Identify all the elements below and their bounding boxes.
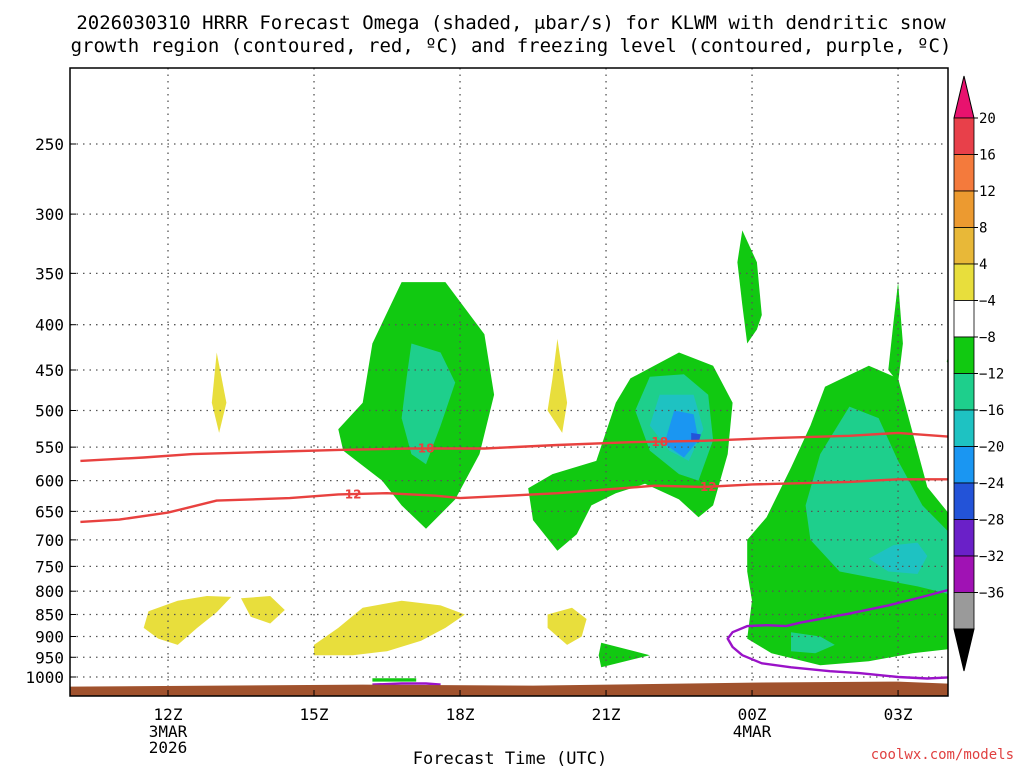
colorbar-band-1 xyxy=(953,117,975,155)
colorbar-label-8: −12 xyxy=(979,367,1004,383)
plot-content: −18 −12 −18 −12 xyxy=(70,68,948,696)
colorbar-label-5: 4 xyxy=(979,257,987,273)
colorbar-label-10: −20 xyxy=(979,440,1004,456)
yellow-omega-low-12z xyxy=(143,596,232,645)
y-tick-label-300: 300 xyxy=(35,205,64,224)
contour-line-3 xyxy=(726,588,948,680)
contour-line-2 xyxy=(80,478,948,524)
colorbar-band-10 xyxy=(953,446,975,484)
teal-omega-cell-17z xyxy=(401,343,456,465)
x-tick-sublabel-2026: 2026 xyxy=(149,738,188,757)
y-tick-label-1000: 1000 xyxy=(25,668,64,687)
colorbar-band-12 xyxy=(953,519,975,557)
colorbar-label-7: −8 xyxy=(979,330,996,346)
colorbar-label-12: −28 xyxy=(979,513,1004,529)
x-tick-sublabel-4MAR: 4MAR xyxy=(733,722,772,741)
plot-area: −18 −12 −18 −12 250 300 350 400 450 500 550 600 650 7… xyxy=(25,67,949,757)
x-tick-sublabel-3MAR: 3MAR xyxy=(149,722,188,741)
x-axis-title: Forecast Time (UTC) xyxy=(413,749,607,768)
source-credit: coolwx.com/models xyxy=(871,747,1014,763)
colorbar-top-arrow xyxy=(953,75,975,119)
contour-label-2: −12 xyxy=(335,487,362,501)
colorbar-band-2 xyxy=(953,154,975,192)
green-omega-sliver-00z xyxy=(737,230,762,344)
green-omega-spike-03z xyxy=(888,282,903,383)
y-tick-label-650: 650 xyxy=(35,502,64,521)
colorbar-label-14: −36 xyxy=(979,586,1004,602)
contour-label-4: −12 xyxy=(690,480,717,494)
colorbar-label-11: −24 xyxy=(979,476,1004,492)
teal-omega-lowlevel-01z xyxy=(791,632,835,654)
chart-title-line-1: 2026030310 HRRR Forecast Omega (shaded, … xyxy=(76,12,946,34)
yellow-omega-low-14z xyxy=(241,596,285,624)
green-omega-surface-16z xyxy=(372,678,417,682)
x-tick-label-18Z: 18Z xyxy=(446,705,475,724)
yellow-omega-low-17z xyxy=(314,600,465,656)
colorbar-label-3: 12 xyxy=(979,184,996,200)
contour-label-3: −18 xyxy=(641,435,668,449)
colorbar-band-4 xyxy=(953,227,975,265)
terrain-ground-strip xyxy=(70,681,948,696)
x-tick-label-15Z: 15Z xyxy=(300,705,329,724)
y-tick-label-500: 500 xyxy=(35,402,64,421)
x-tick-label-21Z: 21Z xyxy=(592,705,621,724)
y-tick-label-350: 350 xyxy=(35,264,64,283)
y-tick-label-600: 600 xyxy=(35,472,64,491)
colorbar-label-9: −16 xyxy=(979,403,1004,419)
colorbar-label-1: 20 xyxy=(979,111,996,127)
colorbar-band-11 xyxy=(953,482,975,520)
colorbar-band-13 xyxy=(953,555,975,593)
y-tick-label-850: 850 xyxy=(35,606,64,625)
colorbar-label-13: −32 xyxy=(979,549,1004,565)
colorbar-label-4: 8 xyxy=(979,221,987,237)
x-tick-label-12Z: 12Z xyxy=(154,705,183,724)
colorbar-band-7 xyxy=(953,336,975,374)
y-tick-label-900: 900 xyxy=(35,627,64,646)
colorbar-bottom-arrow xyxy=(953,628,975,672)
y-tick-label-250: 250 xyxy=(35,135,64,154)
y-tick-label-700: 700 xyxy=(35,531,64,550)
contour-line-4 xyxy=(372,682,441,686)
x-tick-label-03Z: 03Z xyxy=(884,705,913,724)
y-tick-label-450: 450 xyxy=(35,361,64,380)
y-tick-label-550: 550 xyxy=(35,438,64,457)
y-tick-label-750: 750 xyxy=(35,557,64,576)
yellow-omega-low-20z xyxy=(547,607,587,645)
yellow-omega-sliver-20z xyxy=(547,338,568,433)
y-tick-label-400: 400 xyxy=(35,316,64,335)
colorbar-label-2: 16 xyxy=(979,148,996,164)
blue-omega-cell-22z xyxy=(664,410,699,458)
green-omega-low-21z xyxy=(598,642,650,668)
y-tick-label-950: 950 xyxy=(35,648,64,667)
colorbar-band-8 xyxy=(953,373,975,411)
colorbar-band-9 xyxy=(953,409,975,447)
x-tick-label-00Z: 00Z xyxy=(738,705,767,724)
colorbar-label-6: −4 xyxy=(979,294,996,310)
omega-colorbar: 20 16 12 8 4 −4 −8 −12 −16 −20 −24 −28 −32 −36 xyxy=(953,75,1004,672)
colorbar-band-6 xyxy=(953,300,975,338)
chart-title-line-2: growth region (contoured, red, ºC) and f… xyxy=(71,35,952,57)
y-tick-label-800: 800 xyxy=(35,582,64,601)
colorbar-band-14 xyxy=(953,592,975,630)
colorbar-band-5 xyxy=(953,263,975,301)
contour-label-1: −18 xyxy=(408,442,435,456)
contour-line-1 xyxy=(80,431,948,463)
plot-frame xyxy=(69,67,949,697)
yellow-omega-sliver-13z xyxy=(211,352,227,433)
colorbar-band-3 xyxy=(953,190,975,228)
